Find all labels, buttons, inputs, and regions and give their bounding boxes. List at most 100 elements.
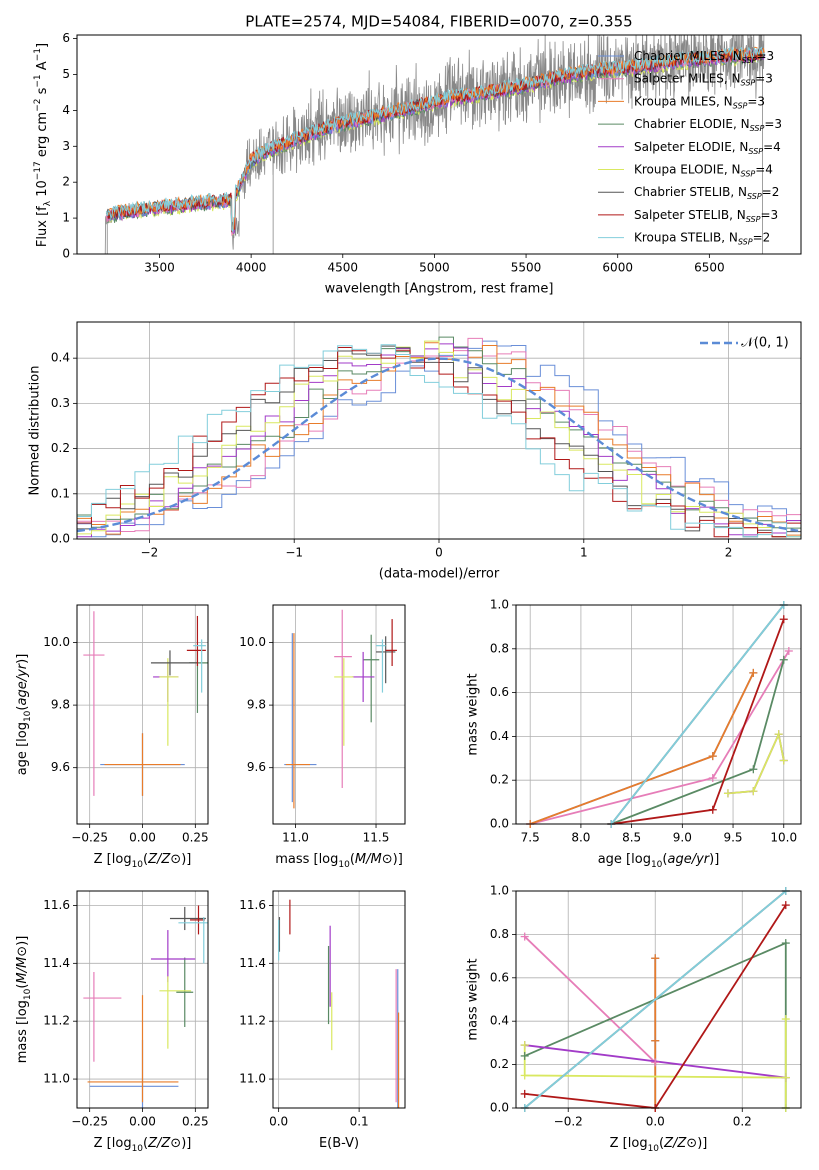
x-tick-label: 11.5 <box>363 831 390 845</box>
age-vs-mass-x-label: mass [log10(M/M⊙)] <box>275 852 403 870</box>
y-tick-label: 9.8 <box>51 698 70 712</box>
y-tick-label: 0.6 <box>490 970 509 984</box>
weight-marker-kroupa-elodie <box>520 1041 529 1050</box>
y-tick-label: 0.2 <box>490 1057 509 1071</box>
mass-vs-Z-y-label: mass [log10(M/M⊙)] <box>15 936 33 1064</box>
errorbar-salpeter-miles <box>83 972 122 1062</box>
plot-area-age-vs-mass <box>284 609 397 809</box>
weight-vs-age-axes <box>516 604 801 825</box>
spectrum-y-label: Flux [fλ 10−17 erg cm−2 s−1 A−1] <box>33 43 53 247</box>
errorbar-salpeter-elodie <box>153 661 179 702</box>
errorbar-chabrier-stelib <box>169 906 206 931</box>
age-vs-Z-x-label: Z [log10(Z/Z⊙)] <box>94 852 192 870</box>
weight-marker-kroupa-elodie <box>723 789 732 798</box>
errorbar-chabrier-stelib <box>150 650 198 676</box>
legend-label: Kroupa STELIB, NSSP=2 <box>634 230 770 247</box>
x-tick-label: −2 <box>141 546 159 560</box>
x-tick-label: 3500 <box>144 261 175 275</box>
weight-vs-Z-y-label: mass weight <box>466 958 481 1040</box>
x-tick-label: 0 <box>435 546 443 560</box>
weight-marker-kroupa-elodie <box>749 787 758 796</box>
weight-line-kroupa-elodie <box>727 731 785 795</box>
weight-line-kroupa-miles <box>529 672 755 824</box>
errorbar-kroupa-elodie <box>159 658 179 746</box>
weight-marker-kroupa-elodie <box>774 730 783 739</box>
weight-marker-kroupa-elodie <box>779 756 788 765</box>
y-tick-label: 0.4 <box>490 1014 509 1028</box>
x-tick-label: 6000 <box>602 261 633 275</box>
weight-line-salpeter-stelib <box>611 618 785 824</box>
weight-line-kroupa-stelib <box>524 891 787 1108</box>
x-tick-label: −1 <box>285 546 303 560</box>
weight-vs-age-x-label: age [log10(age/yr)] <box>598 852 720 870</box>
errorbar-salpeter-elodie <box>150 930 196 983</box>
x-tick-label: 9.0 <box>673 831 692 845</box>
weight-marker-chabrier-elodie <box>749 765 758 774</box>
y-tick-label: 0.4 <box>490 729 509 743</box>
y-tick-label: 9.8 <box>247 698 266 712</box>
y-tick-label: 11.0 <box>239 1072 266 1086</box>
y-tick-label: 0 <box>62 247 70 261</box>
mass-vs-EBV-axes <box>273 891 405 1108</box>
legend-label: Kroupa MILES, NSSP=3 <box>634 94 765 111</box>
y-tick-label: 11.4 <box>43 956 70 970</box>
y-tick-label: 11.6 <box>43 898 70 912</box>
plot-area-age-vs-Z <box>83 611 208 796</box>
spectrum-x-label: wavelength [Angstrom, rest frame] <box>325 282 554 297</box>
errorbar-salpeter-elodie <box>351 651 375 702</box>
spectrum-legend: Chabrier MILES, NSSP=3 Salpeter MILES, NS… <box>598 49 782 247</box>
plot-area-spectrum <box>104 35 765 254</box>
x-tick-label: 11.0 <box>282 831 309 845</box>
y-tick-label: 3 <box>62 139 70 153</box>
weight-marker-chabrier-elodie <box>779 655 788 664</box>
legend-label: Kroupa ELODIE, NSSP=4 <box>634 162 773 179</box>
x-tick-label: 4000 <box>236 261 267 275</box>
errorbar-salpeter-miles <box>334 609 352 789</box>
x-tick-label: 6500 <box>694 261 725 275</box>
weight-line-salpeter-miles <box>524 935 656 1064</box>
x-tick-label: 7.5 <box>521 831 540 845</box>
x-tick-label: 0.00 <box>129 1115 156 1129</box>
weight-marker-salpeter-stelib <box>520 1089 529 1098</box>
histogram-kroupa-stelib <box>77 344 801 538</box>
x-tick-label: 1 <box>580 546 588 560</box>
y-tick-label: 0.2 <box>51 441 70 455</box>
x-tick-label: 0.0 <box>269 1115 288 1129</box>
weight-marker-chabrier-elodie <box>781 939 790 948</box>
y-tick-label: 0.4 <box>51 351 70 365</box>
axes-frame <box>76 604 209 825</box>
weight-line-chabrier-elodie <box>611 659 785 824</box>
weight-marker-salpeter-miles <box>520 932 529 941</box>
plot-area-mass-vs-Z <box>83 905 208 1108</box>
x-tick-label: 0.0 <box>646 1115 665 1129</box>
x-tick-label: 0.25 <box>182 1115 209 1129</box>
y-tick-label: 9.6 <box>247 760 266 774</box>
errorbar-kroupa-stelib <box>178 917 208 964</box>
age-vs-Z-y-label: age [log10(age/yr)] <box>15 654 33 776</box>
errorbar-kroupa-stelib <box>193 639 206 693</box>
legend-label: Chabrier ELODIE, NSSP=3 <box>634 117 782 134</box>
errorbar-kroupa-elodie <box>334 658 354 746</box>
y-tick-label: 0.0 <box>51 532 70 546</box>
x-tick-label: 8.0 <box>571 831 590 845</box>
weight-marker-salpeter-miles <box>784 646 793 655</box>
x-tick-label: 5000 <box>419 261 450 275</box>
y-tick-label: 1 <box>62 211 70 225</box>
y-tick-label: 0.0 <box>490 817 509 831</box>
x-tick-label: −0.2 <box>554 1115 583 1129</box>
legend-label: Chabrier MILES, NSSP=3 <box>634 49 774 66</box>
weight-vs-Z-x-label: Z [log10(Z/Z⊙)] <box>610 1136 708 1154</box>
y-tick-label: 0.8 <box>490 641 509 655</box>
x-tick-label: 0.2 <box>733 1115 752 1129</box>
x-tick-label: 0.00 <box>129 831 156 845</box>
errorbar-chabrier-elodie <box>363 634 380 723</box>
y-tick-label: 1.0 <box>490 884 509 898</box>
y-tick-label: 0.2 <box>490 773 509 787</box>
y-tick-label: 6 <box>62 31 70 45</box>
legend-label: Salpeter STELIB, NSSP=3 <box>634 207 778 224</box>
y-tick-label: 5 <box>62 67 70 81</box>
y-tick-label: 10.0 <box>43 635 70 649</box>
weight-marker-salpeter-stelib <box>708 805 717 814</box>
plot-area-weight-vs-Z <box>523 891 787 1108</box>
